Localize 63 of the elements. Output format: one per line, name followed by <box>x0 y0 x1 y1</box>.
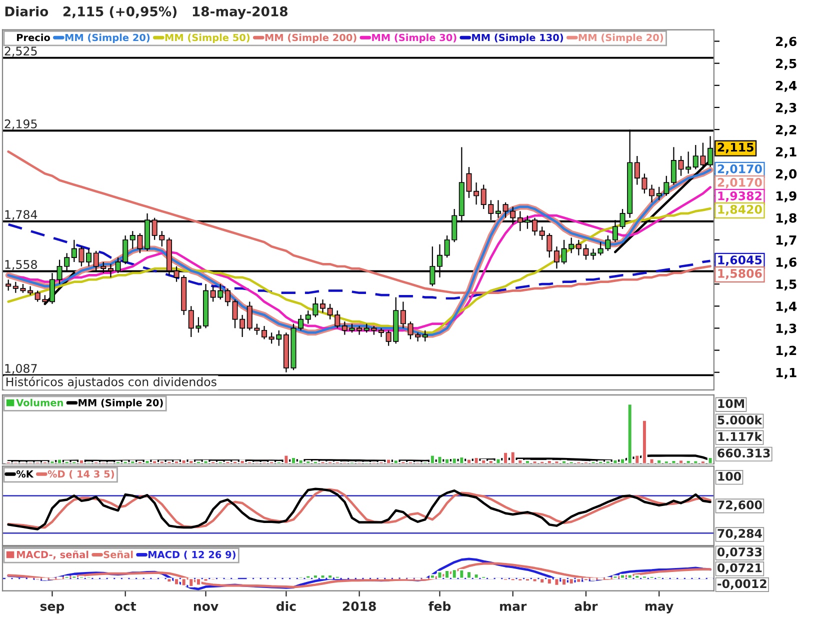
y-tick-label: 2,5 <box>776 58 796 70</box>
text: 100 <box>718 472 742 481</box>
y-tick-label: 1,3 <box>776 324 796 335</box>
data-label: 1,5806 <box>718 268 762 280</box>
ref-line-label: 2,195 <box>4 119 37 130</box>
ref-line-label: 1,558 <box>5 260 37 270</box>
data-label: 1,8420 <box>718 204 762 216</box>
ref-line-label: 1,784 <box>5 210 38 220</box>
y-tick-label: 1,4 <box>776 302 797 313</box>
data-label: 1,6045 <box>718 255 762 266</box>
legend-label: MM (Simple 130) <box>472 34 564 44</box>
annotation: Históricos ajustados con dividendos <box>6 376 216 389</box>
x-tick-label: feb <box>428 601 451 611</box>
text: -0,0012 <box>718 579 766 590</box>
legend-label: MM (Simple 200) <box>265 34 356 44</box>
y-tick-label: 2,6 <box>776 36 797 48</box>
data-label: 2,0170 <box>718 164 762 175</box>
legend-label: MM (Simple 30) <box>372 34 456 44</box>
text: 1.117k <box>718 432 762 441</box>
text: 5.000k <box>718 415 762 425</box>
data-label: 1,9382 <box>718 191 762 202</box>
text: 70,284 <box>718 528 762 540</box>
text: 0,0733 <box>717 548 762 558</box>
ref-line-label: 1,087 <box>5 364 37 374</box>
legend-label: %K <box>16 470 34 478</box>
text: 660.313 <box>718 448 770 458</box>
x-tick-label: oct <box>114 602 136 611</box>
y-tick-label: 2,3 <box>776 102 796 114</box>
y-tick-label: 1,2 <box>776 346 796 357</box>
legend-label: MACD ( 12 26 9) <box>148 550 236 560</box>
y-tick-label: 2,1 <box>776 147 796 158</box>
data-label: 2,0170 <box>718 178 762 188</box>
y-tick-label: 1,8 <box>776 213 796 224</box>
x-tick-label: dic <box>276 601 296 611</box>
legend-label: Volumen <box>16 398 63 406</box>
y-tick-label: 2,2 <box>776 125 796 136</box>
legend-label: MACD-, señal <box>17 550 88 560</box>
y-tick-label: 1,9 <box>776 191 796 202</box>
y-tick-label: 1,5 <box>776 280 796 291</box>
y-tick-label: 1,7 <box>776 236 796 246</box>
legend-label: MM (Simple 20) <box>65 34 150 44</box>
legend-label: %D ( 14 3 5) <box>48 470 114 479</box>
x-tick-label: nov <box>194 604 218 611</box>
legend-title: Precio <box>17 34 50 42</box>
x-tick-label: 2018 <box>342 601 376 611</box>
legend-label: MM (Simple 20) <box>78 398 163 408</box>
legend-label: Señal <box>104 550 133 558</box>
legend-label: MM (Simple 50) <box>165 34 250 44</box>
x-tick-label: sep <box>40 604 64 614</box>
text: 72,600 <box>718 500 762 511</box>
chart-title: Diario 2,115 (+0,95%) 18-may-2018 <box>5 6 288 20</box>
legend-label: MM (Simple 20) <box>578 34 664 44</box>
text: 0,0721 <box>717 563 762 574</box>
text: 2,115 <box>718 142 754 154</box>
x-tick-label: abr <box>574 601 598 611</box>
y-tick-label: 1,1 <box>776 368 796 379</box>
ref-line-label: 2,525 <box>4 46 37 57</box>
y-tick-label: 1,6 <box>776 257 797 268</box>
y-tick-label: 2,4 <box>776 80 797 92</box>
y-tick-label: 2,0 <box>776 169 797 180</box>
x-tick-label: mar <box>500 604 527 611</box>
x-tick-label: may <box>646 604 674 614</box>
text: 10M <box>718 399 744 408</box>
